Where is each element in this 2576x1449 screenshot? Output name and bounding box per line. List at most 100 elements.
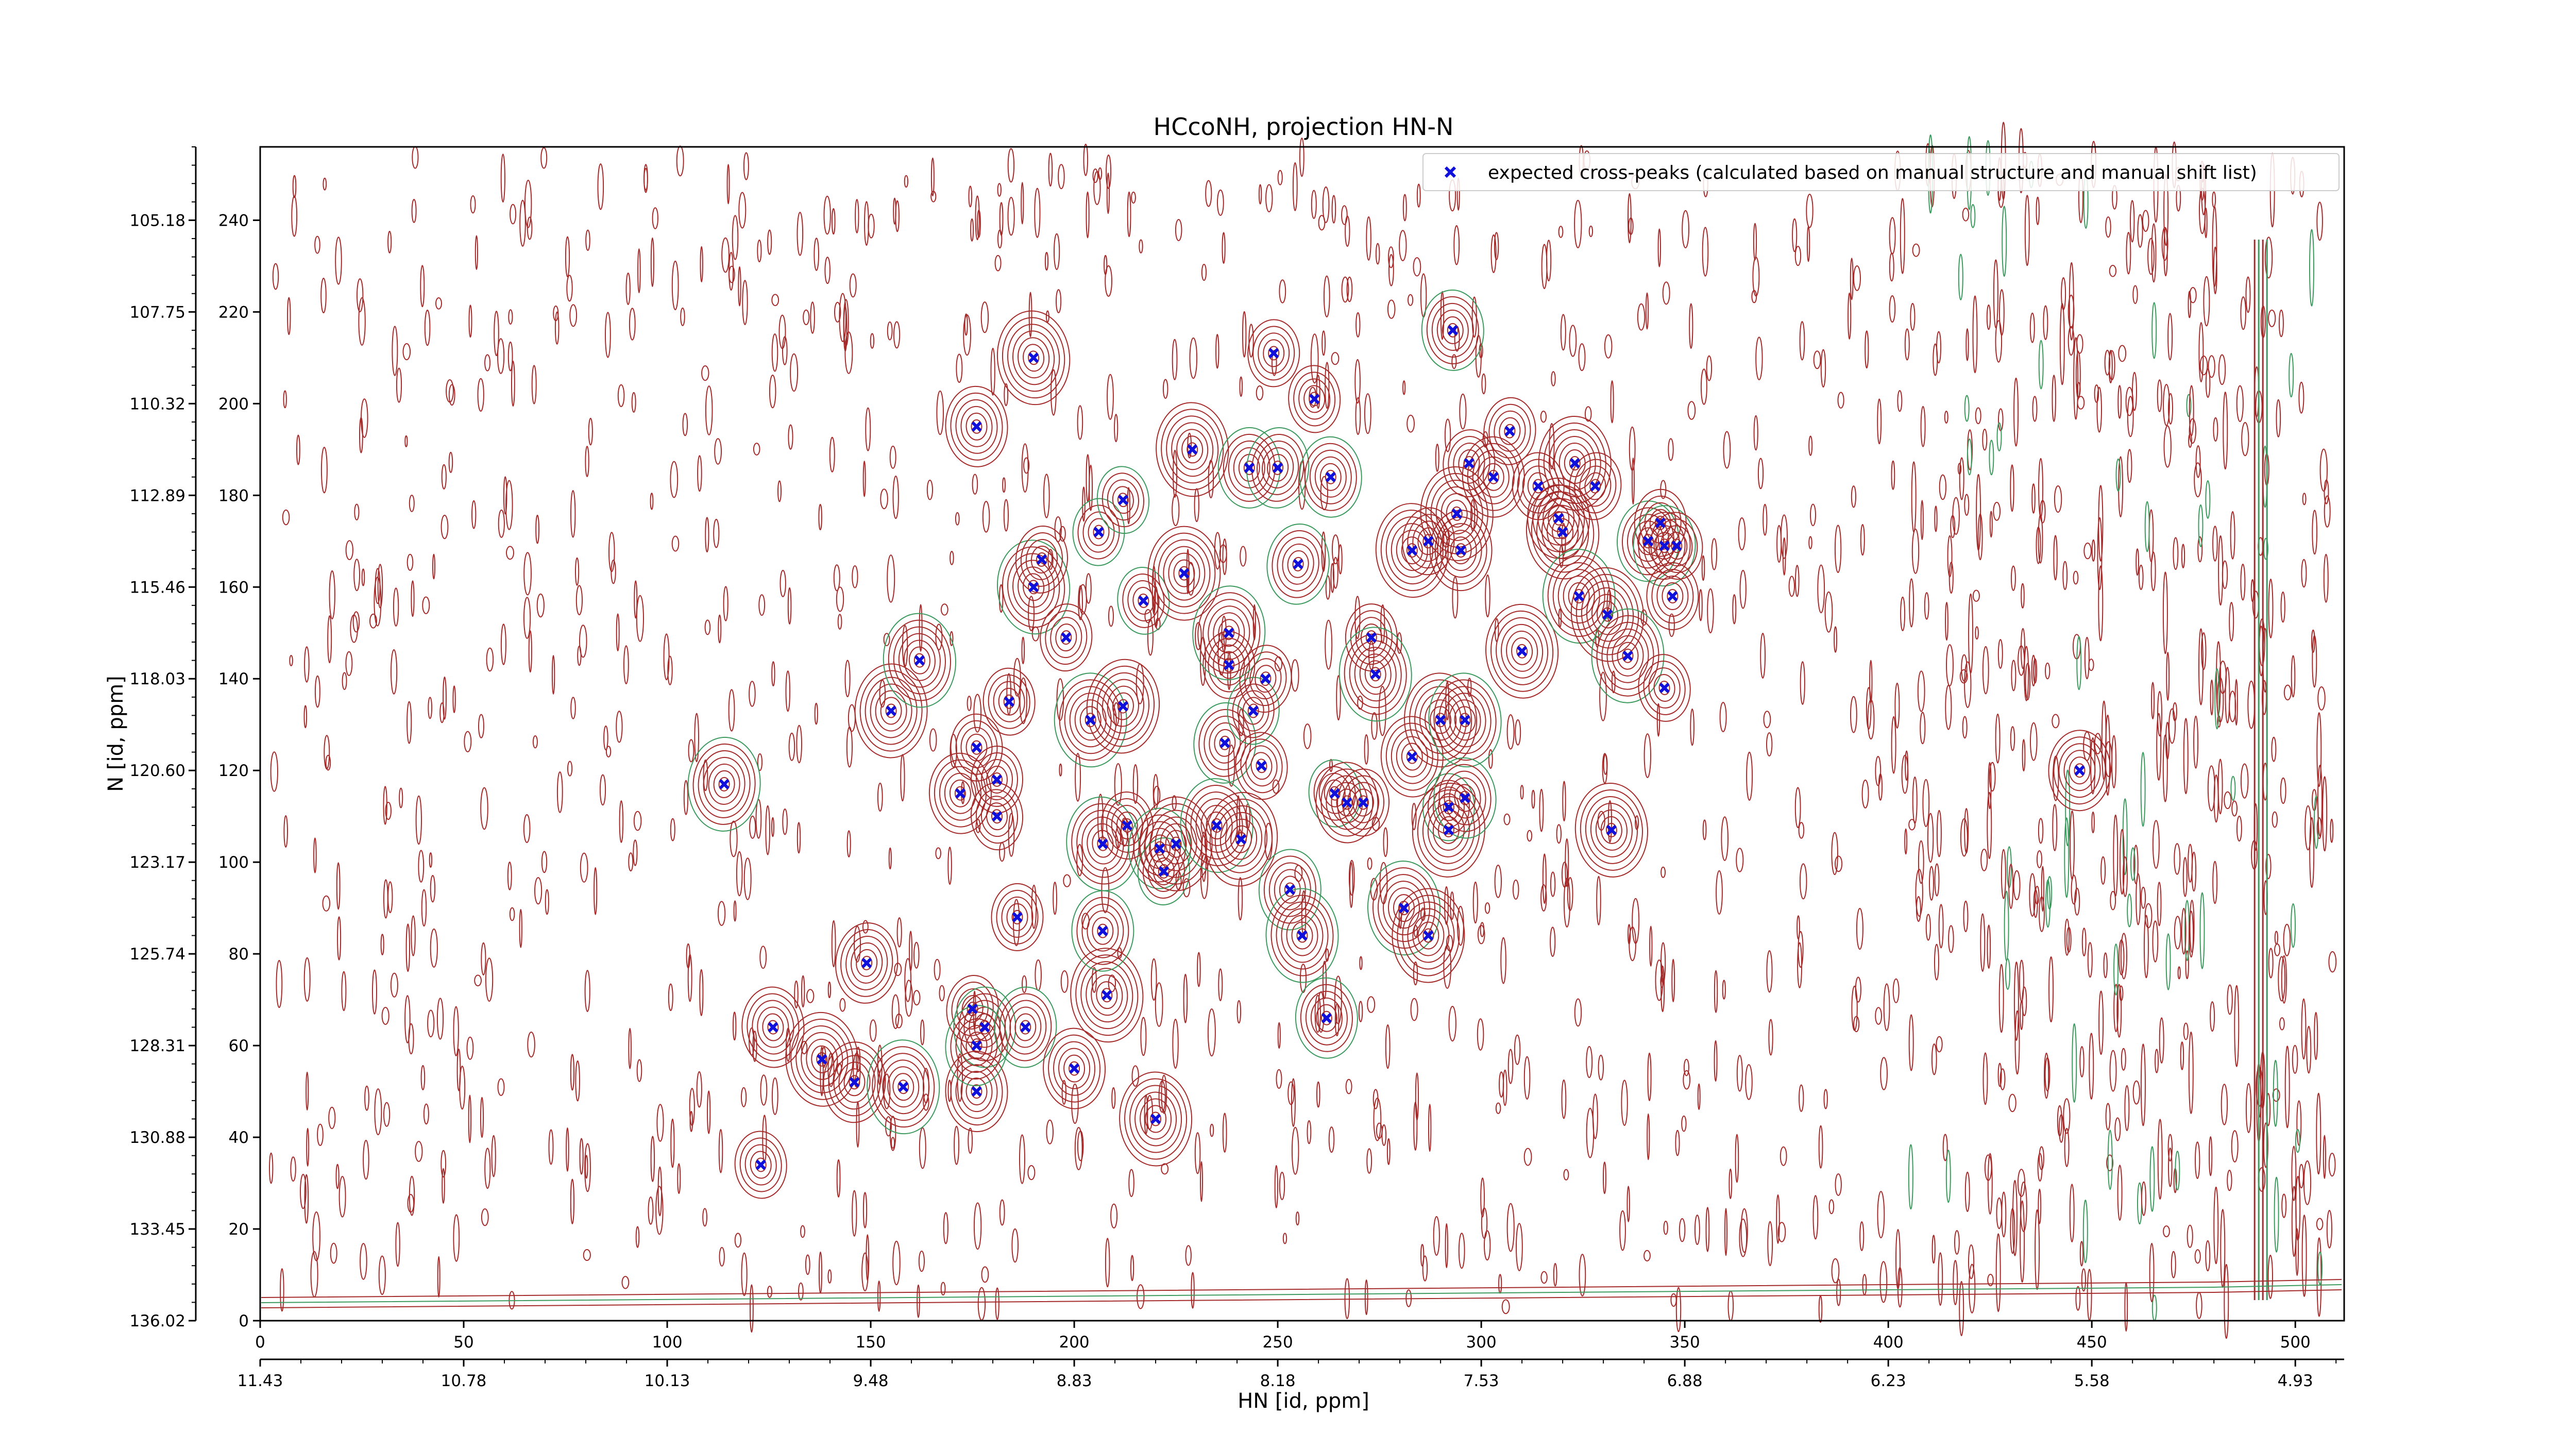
- noise-contour: [1950, 515, 1956, 538]
- cross-peak-marker: [1573, 591, 1584, 602]
- peak-contour: [1357, 795, 1369, 810]
- noise-contour: [1675, 1130, 1680, 1156]
- noise-contour: [2064, 1127, 2070, 1167]
- noise-contour: [441, 464, 447, 490]
- peak-contour: [996, 889, 1039, 945]
- cross-peak-marker: [1622, 650, 1633, 661]
- noise-contour: [1632, 898, 1640, 944]
- noise-contour: [794, 980, 799, 1009]
- noise-contour: [2317, 765, 2323, 837]
- noise-contour: [2198, 628, 2204, 705]
- noise-contour: [1795, 565, 1800, 597]
- noise-contour: [420, 1065, 426, 1090]
- noise-contour: [2213, 417, 2218, 442]
- noise-contour: [1889, 217, 1896, 255]
- noise-contour: [1130, 1255, 1134, 1282]
- noise-contour: [743, 152, 749, 180]
- noise-contour: [1386, 1138, 1391, 1165]
- noise-contour: [1551, 371, 1556, 386]
- noise-contour: [831, 920, 836, 968]
- cross-peak-marker: [1297, 930, 1308, 941]
- noise-contour: [1578, 343, 1586, 372]
- peak-contour: [1158, 539, 1211, 608]
- peak-contour: [971, 1038, 982, 1053]
- noise-contour: [1322, 186, 1330, 223]
- noise-contour: [1330, 563, 1335, 593]
- noise-contour: [1458, 1233, 1465, 1269]
- peak-contour: [1444, 770, 1486, 825]
- noise-contour: [430, 928, 438, 968]
- noise-contour: [2289, 352, 2294, 398]
- cross-peak-marker: [1659, 682, 1670, 694]
- noise-contour: [2094, 384, 2099, 403]
- noise-contour: [1279, 1172, 1285, 1200]
- peak-contour: [1662, 582, 1684, 610]
- noise-contour: [893, 197, 896, 225]
- noise-contour: [870, 333, 875, 349]
- noise-contour: [2213, 1186, 2219, 1265]
- cross-peak-marker: [1321, 1013, 1332, 1023]
- noise-contour: [2057, 1105, 2062, 1137]
- noise-contour: [1107, 374, 1114, 420]
- noise-contour: [369, 613, 377, 629]
- noise-contour: [1387, 299, 1396, 319]
- noise-contour: [1085, 573, 1092, 604]
- noise-contour: [1970, 204, 1976, 228]
- noise-contour: [657, 1166, 663, 1217]
- noise-contour: [1077, 1130, 1084, 1161]
- peak-contour: [1563, 576, 1595, 617]
- noise-contour: [973, 694, 982, 733]
- noise-contour: [741, 1252, 748, 1296]
- noise-contour: [862, 920, 869, 934]
- noise-contour: [1236, 1000, 1242, 1024]
- peak-contour: [1007, 324, 1060, 392]
- peak-contour: [1001, 896, 1033, 938]
- noise-contour: [392, 326, 398, 376]
- peak-contour: [752, 1000, 794, 1055]
- noise-contour: [2292, 1044, 2298, 1074]
- noise-contour: [805, 1254, 810, 1275]
- noise-contour: [1083, 143, 1089, 176]
- peak-contour: [1132, 586, 1155, 615]
- noise-contour: [1671, 958, 1675, 1003]
- noise-contour: [2075, 350, 2081, 399]
- peak-contour: [994, 986, 1057, 1068]
- noise-contour: [1452, 576, 1459, 619]
- noise-contour: [1484, 902, 1490, 914]
- noise-contour: [500, 154, 505, 203]
- peak-contour: [970, 746, 1024, 814]
- noise-contour: [335, 1164, 340, 1189]
- noise-contour: [1909, 578, 1914, 628]
- noise-contour: [1110, 1203, 1118, 1229]
- peak-contour: [1176, 429, 1209, 470]
- peak-contour: [1079, 706, 1101, 734]
- peak-contour: [903, 639, 936, 681]
- peak-contour: [1256, 759, 1267, 773]
- peak-contour: [975, 752, 1019, 807]
- peak-contour: [1101, 988, 1113, 1003]
- cross-peak-marker: [955, 788, 966, 799]
- noise-contour: [2036, 526, 2041, 564]
- cross-peak-marker: [1069, 1063, 1080, 1074]
- noise-contour: [1975, 626, 1979, 640]
- peak-contour: [908, 646, 930, 675]
- peak-contour: [1653, 674, 1675, 702]
- legend: expected cross-peaks (calculated based o…: [1422, 153, 2340, 191]
- noise-contour: [2263, 537, 2268, 560]
- noise-contour: [1753, 223, 1757, 261]
- x-ppm-tick-label: 11.43: [238, 1372, 283, 1390]
- noise-contour: [2081, 928, 2087, 956]
- noise-contour: [1291, 1126, 1299, 1175]
- noise-contour: [320, 447, 328, 494]
- y-index-tick-label: 40: [229, 1128, 249, 1147]
- noise-contour: [584, 1143, 591, 1192]
- noise-contour: [304, 646, 310, 683]
- noise-contour: [667, 655, 673, 685]
- peak-contour: [1369, 667, 1381, 682]
- peak-contour: [1060, 630, 1072, 645]
- noise-contour: [892, 1240, 901, 1286]
- noise-contour: [1520, 785, 1524, 800]
- peak-contour: [1223, 626, 1235, 641]
- peak-contour: [823, 1041, 886, 1123]
- peak-contour: [1293, 372, 1336, 427]
